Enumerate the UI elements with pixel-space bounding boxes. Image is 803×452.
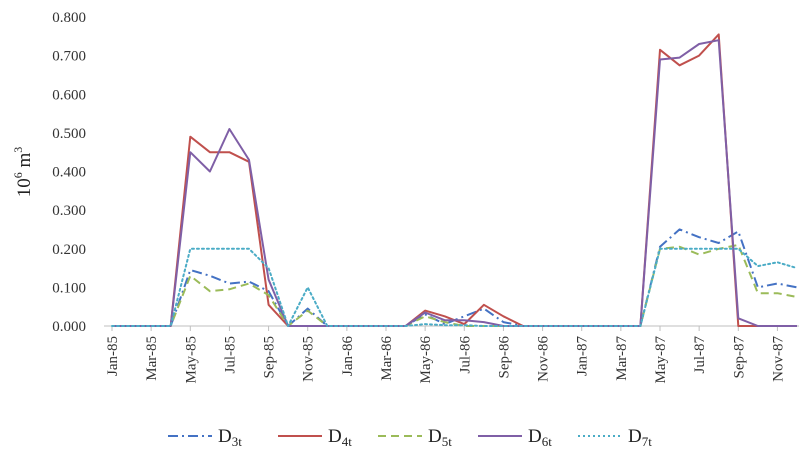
x-tick-label: Jul-85 bbox=[222, 336, 238, 374]
series-line-d4t bbox=[112, 33, 797, 327]
x-tick-label: Mar-86 bbox=[379, 336, 395, 381]
legend: D3t D4t D5t D6t D7t bbox=[168, 426, 652, 449]
x-tick-label: Jan-85 bbox=[105, 336, 121, 376]
x-tick-label: May-87 bbox=[653, 336, 669, 384]
legend-label-main: D bbox=[218, 426, 232, 447]
legend-label-subscript: 4t bbox=[342, 434, 353, 449]
legend-label: D4t bbox=[328, 426, 352, 449]
legend-label-subscript: 3t bbox=[232, 434, 243, 449]
x-tick-label: Jan-86 bbox=[340, 336, 356, 376]
x-tick-label: Jul-86 bbox=[457, 336, 473, 374]
legend-item-d6t: D6t bbox=[478, 426, 552, 449]
y-axis-label-exponent: 6 bbox=[11, 172, 25, 178]
x-tick-label: May-85 bbox=[183, 336, 199, 384]
y-tick-label: 0.800 bbox=[52, 10, 86, 26]
x-tick-label: Sep-85 bbox=[262, 336, 278, 379]
series-layer bbox=[111, 33, 798, 327]
y-tick-label: 0.000 bbox=[52, 319, 86, 335]
x-tick-label: Jan-87 bbox=[575, 336, 591, 376]
x-tick-label: Nov-87 bbox=[770, 336, 786, 382]
x-tick-label: Jul-87 bbox=[692, 336, 708, 374]
legend-item-d7t: D7t bbox=[578, 426, 652, 449]
series-line-d7t bbox=[111, 247, 798, 327]
y-tick-label: 0.100 bbox=[52, 280, 86, 296]
y-axis-label-base: 10 bbox=[14, 178, 35, 197]
legend-label-main: D bbox=[528, 426, 542, 447]
y-tick-label: 0.300 bbox=[52, 203, 86, 219]
x-tick-label: Mar-87 bbox=[614, 336, 630, 381]
y-axis-label-unit-exponent: 3 bbox=[11, 147, 25, 153]
legend-label-subscript: 7t bbox=[642, 434, 653, 449]
x-tick-label: Sep-86 bbox=[496, 336, 512, 379]
y-tick-label: 0.600 bbox=[52, 87, 86, 103]
y-axis-label-unit: m bbox=[14, 153, 35, 168]
legend-label-main: D bbox=[428, 426, 442, 447]
legend-label: D3t bbox=[218, 426, 242, 449]
y-tick-label: 0.500 bbox=[52, 126, 86, 142]
x-tick-label: Nov-85 bbox=[301, 336, 317, 382]
legend-item-d4t: D4t bbox=[278, 426, 352, 449]
legend-label-main: D bbox=[628, 426, 642, 447]
y-tick-label: 0.700 bbox=[52, 49, 86, 65]
legend-label-subscript: 6t bbox=[542, 434, 553, 449]
legend-label-subscript: 5t bbox=[442, 434, 453, 449]
legend-label: D6t bbox=[528, 426, 552, 449]
series-line-d6t bbox=[112, 39, 797, 327]
x-tick-label: Sep-87 bbox=[731, 336, 747, 379]
legend-label-main: D bbox=[328, 426, 342, 447]
legend-label: D7t bbox=[628, 426, 652, 449]
svg-text:106 m3: 106 m3 bbox=[11, 147, 35, 198]
y-axis-label: 106 m3 bbox=[11, 147, 35, 198]
series-line-d5t bbox=[112, 243, 798, 327]
y-tick-label: 0.400 bbox=[52, 165, 86, 181]
x-tick-label: Nov-86 bbox=[536, 336, 552, 382]
x-tick-label: May-86 bbox=[418, 336, 434, 384]
x-tick-label: Mar-85 bbox=[144, 336, 160, 381]
series-line-d3t bbox=[112, 228, 798, 327]
y-tick-label: 0.200 bbox=[52, 242, 86, 258]
y-axis: 0.000 0.100 0.200 0.300 0.400 0.500 0.600 0.700… bbox=[52, 10, 86, 335]
x-axis: Jan-85 Mar-85 May-85 Jul-85 Sep-85 Nov-85 Jan-… bbox=[104, 325, 799, 384]
legend-label: D5t bbox=[428, 426, 452, 449]
legend-item-d5t: D5t bbox=[378, 426, 452, 449]
legend-item-d3t: D3t bbox=[168, 426, 242, 449]
